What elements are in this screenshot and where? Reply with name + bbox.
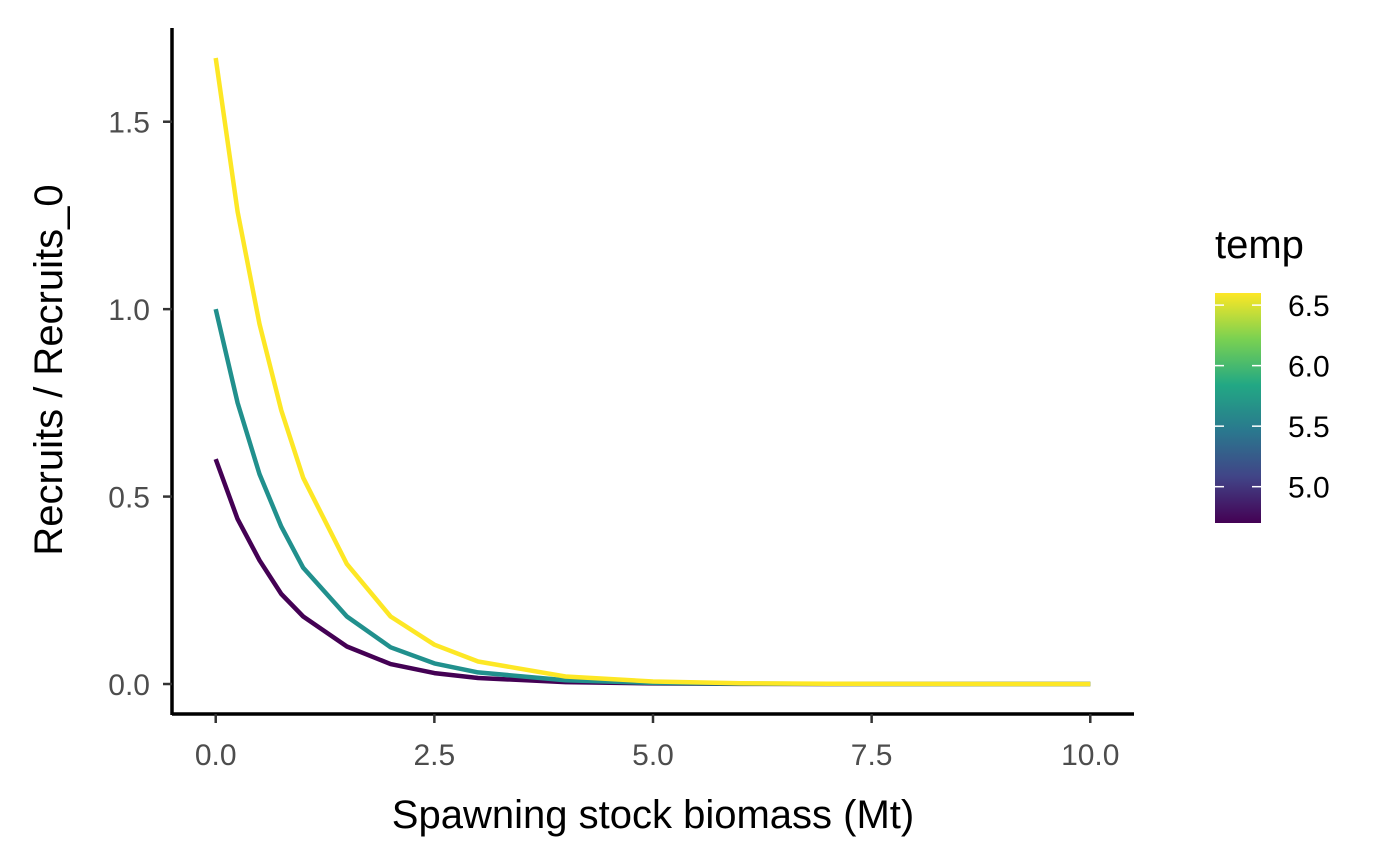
series-lines bbox=[213, 57, 1091, 687]
y-tick-label: 1.5 bbox=[108, 107, 150, 140]
y-axis-title: Recruits / Recruits_0 bbox=[27, 184, 71, 555]
x-tick-label: 0.0 bbox=[195, 739, 237, 772]
series-line-0 bbox=[213, 458, 1091, 687]
legend-label: 5.5 bbox=[1288, 411, 1330, 444]
legend-label: 6.5 bbox=[1288, 290, 1330, 323]
series-line-1 bbox=[213, 308, 1091, 687]
legend-ticks: 5.0 5.5 6.0 6.5 bbox=[1215, 290, 1330, 505]
legend: temp 5.0 5.5 6.0 6.5 bbox=[1215, 223, 1330, 523]
axes bbox=[170, 28, 1134, 716]
legend-label: 5.0 bbox=[1288, 472, 1330, 505]
y-tick-label: 0.0 bbox=[108, 669, 150, 702]
y-ticks: 0.0 0.5 1.0 1.5 bbox=[108, 107, 172, 702]
x-tick-label: 5.0 bbox=[632, 739, 674, 772]
x-tick-label: 10.0 bbox=[1061, 739, 1119, 772]
series-line-2 bbox=[213, 57, 1091, 687]
legend-colorbar bbox=[1215, 293, 1261, 523]
x-tick-label: 2.5 bbox=[414, 739, 456, 772]
y-tick-label: 1.0 bbox=[108, 294, 150, 327]
legend-label: 6.0 bbox=[1288, 351, 1330, 384]
y-tick-label: 0.5 bbox=[108, 482, 150, 515]
x-ticks: 0.0 2.5 5.0 7.5 10.0 bbox=[195, 714, 1119, 772]
x-tick-label: 7.5 bbox=[851, 739, 893, 772]
legend-title: temp bbox=[1215, 223, 1304, 267]
x-axis-title: Spawning stock biomass (Mt) bbox=[392, 793, 914, 837]
